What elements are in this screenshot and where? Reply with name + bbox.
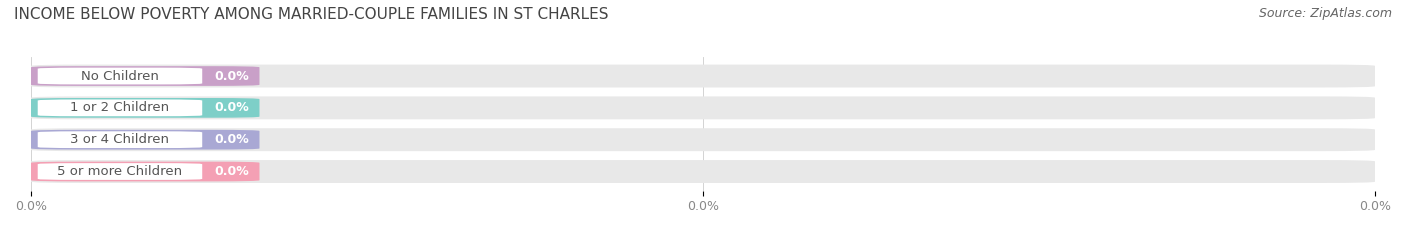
Text: 0.0%: 0.0%: [214, 133, 249, 146]
FancyBboxPatch shape: [31, 98, 260, 118]
Text: 0.0%: 0.0%: [214, 69, 249, 82]
FancyBboxPatch shape: [31, 96, 1375, 119]
Text: 5 or more Children: 5 or more Children: [58, 165, 183, 178]
FancyBboxPatch shape: [31, 160, 1375, 183]
Text: INCOME BELOW POVERTY AMONG MARRIED-COUPLE FAMILIES IN ST CHARLES: INCOME BELOW POVERTY AMONG MARRIED-COUPL…: [14, 7, 609, 22]
FancyBboxPatch shape: [31, 128, 1375, 151]
FancyBboxPatch shape: [38, 68, 202, 84]
FancyBboxPatch shape: [31, 162, 260, 181]
Text: 0.0%: 0.0%: [214, 165, 249, 178]
Text: 1 or 2 Children: 1 or 2 Children: [70, 101, 170, 114]
FancyBboxPatch shape: [31, 66, 260, 86]
Text: No Children: No Children: [82, 69, 159, 82]
FancyBboxPatch shape: [38, 163, 202, 180]
Text: 0.0%: 0.0%: [214, 101, 249, 114]
Text: Source: ZipAtlas.com: Source: ZipAtlas.com: [1258, 7, 1392, 20]
Text: 3 or 4 Children: 3 or 4 Children: [70, 133, 170, 146]
FancyBboxPatch shape: [31, 65, 1375, 88]
FancyBboxPatch shape: [38, 99, 202, 116]
FancyBboxPatch shape: [31, 130, 260, 150]
FancyBboxPatch shape: [38, 131, 202, 148]
